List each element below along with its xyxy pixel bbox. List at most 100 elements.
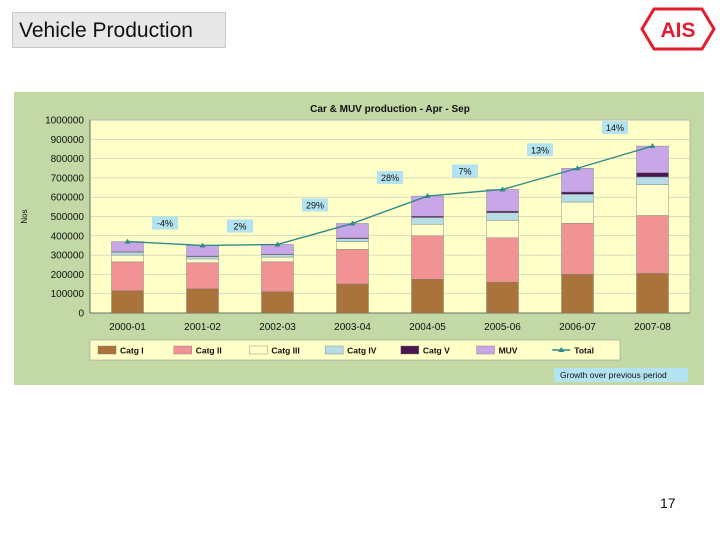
bar-segment-catg-iii [561, 201, 594, 224]
growth-callout [302, 198, 328, 212]
y-tick-label: 0 [78, 309, 84, 320]
total-point [424, 193, 431, 199]
bar-segment-catg-i [336, 283, 369, 314]
bar-segment-catg-i [561, 274, 594, 314]
y-tick-label: 700000 [51, 173, 85, 184]
ais-logo-icon: AIS [640, 7, 716, 51]
bar-segment-muv [486, 189, 519, 212]
total-point [574, 165, 581, 171]
bar-segment-catg-i [636, 273, 669, 314]
bar-segment-catg-ii [411, 235, 444, 280]
bar-segment-muv [336, 223, 369, 239]
y-tick-label: 200000 [51, 270, 85, 281]
legend-swatch-muv [476, 345, 495, 355]
legend-label: Catg I [120, 346, 144, 356]
total-point [274, 241, 281, 247]
total-point [124, 238, 131, 244]
slide-title: Vehicle Production [12, 12, 226, 48]
legend-swatch-catg-v [400, 345, 420, 355]
y-tick-label: 800000 [51, 154, 85, 165]
x-tick-label: 2002-03 [259, 322, 296, 333]
y-axis-label: Nos [20, 209, 29, 223]
logo-hexagon [640, 7, 716, 51]
y-tick-label: 600000 [51, 193, 85, 204]
bar-segment-catg-iii [261, 256, 294, 263]
growth-callout [527, 143, 553, 157]
logo-text: AIS [660, 19, 695, 42]
legend-swatch-catg-iii [249, 345, 268, 355]
growth-label: 29% [306, 200, 324, 210]
total-point [199, 242, 206, 248]
bar-segment-catg-iv [561, 194, 594, 203]
bar-segment-catg-iv [411, 217, 444, 225]
x-tick-label: 2000-01 [109, 322, 146, 333]
bar-segment-catg-iv [486, 212, 519, 221]
legend-label: MUV [499, 346, 518, 356]
chart-panel: Car & MUV production - Apr - Sep 0 100000 2… [14, 92, 704, 385]
bar-segment-catg-iii [186, 258, 219, 264]
bar-segment-muv [411, 195, 444, 217]
growth-label: 7% [458, 166, 471, 176]
production-chart: Car & MUV production - Apr - Sep 0 100000 2… [20, 104, 691, 382]
bar-segment-catg-ii [336, 249, 369, 285]
x-tick-label: 2005-06 [484, 322, 521, 333]
legend-label: Catg III [271, 346, 299, 356]
growth-label: -4% [157, 219, 173, 229]
growth-callout [452, 164, 478, 178]
growth-note: Growth over previous period [560, 370, 667, 380]
bar-segment-catg-i [111, 290, 144, 314]
bar-segment-catg-iii [111, 254, 144, 263]
x-tick-label: 2001-02 [184, 322, 221, 333]
bar-segment-catg-iv [261, 254, 294, 258]
bar-segment-catg-ii [561, 223, 594, 275]
growth-callout [152, 216, 178, 230]
y-tick-label: 500000 [51, 212, 85, 223]
legend-swatch-catg-i [97, 345, 117, 355]
x-tick-label: 2006-07 [559, 322, 596, 333]
bar-segment-catg-i [186, 288, 219, 314]
growth-note-box [554, 368, 688, 382]
total-point [349, 220, 356, 226]
bar-segment-catg-iv [336, 238, 369, 242]
bar-segment-catg-v [486, 210, 519, 213]
bar-segment-catg-iv [186, 256, 219, 260]
bar-segment-catg-v [561, 191, 594, 195]
x-tick-label: 2007-08 [634, 322, 671, 333]
legend-label: Catg V [423, 346, 450, 356]
bar-segment-catg-iv [636, 176, 669, 185]
total-point [499, 186, 506, 192]
page-number: 17 [660, 495, 676, 511]
bar-segment-catg-iii [636, 184, 669, 216]
growth-label: 13% [531, 145, 549, 155]
growth-label: 2% [233, 221, 246, 231]
y-tick-label: 300000 [51, 251, 85, 262]
total-point [649, 143, 656, 149]
legend-label: Catg II [196, 346, 222, 356]
legend-label: Total [574, 346, 594, 356]
bar-segment-catg-iii [336, 241, 369, 250]
y-tick-label: 900000 [51, 135, 85, 146]
legend-swatch-catg-ii [173, 345, 192, 355]
bar-segment-muv [636, 145, 669, 173]
bar-segment-catg-ii [111, 261, 144, 292]
bar-segment-catg-ii [186, 262, 219, 290]
legend-label: Catg IV [347, 346, 377, 356]
y-tick-label: 100000 [51, 289, 85, 300]
bar-segment-catg-ii [261, 261, 294, 292]
y-tick-label: 400000 [51, 231, 85, 242]
legend-swatch-catg-iv [324, 345, 344, 355]
growth-callout [602, 121, 628, 135]
legend-marker-total [558, 347, 565, 352]
bar-segment-catg-iii [486, 220, 519, 238]
growth-label: 14% [606, 123, 624, 133]
bar-segment-catg-iii [411, 224, 444, 237]
growth-label: 28% [381, 173, 399, 183]
bar-segment-catg-v [636, 172, 669, 178]
growth-callout [227, 219, 253, 233]
bar-segment-catg-ii [486, 237, 519, 283]
x-tick-label: 2003-04 [334, 322, 371, 333]
bar-segment-catg-ii [636, 215, 669, 274]
legend-box [89, 339, 621, 361]
bar-segment-catg-i [261, 291, 294, 314]
chart-title: Car & MUV production - Apr - Sep [310, 104, 470, 115]
